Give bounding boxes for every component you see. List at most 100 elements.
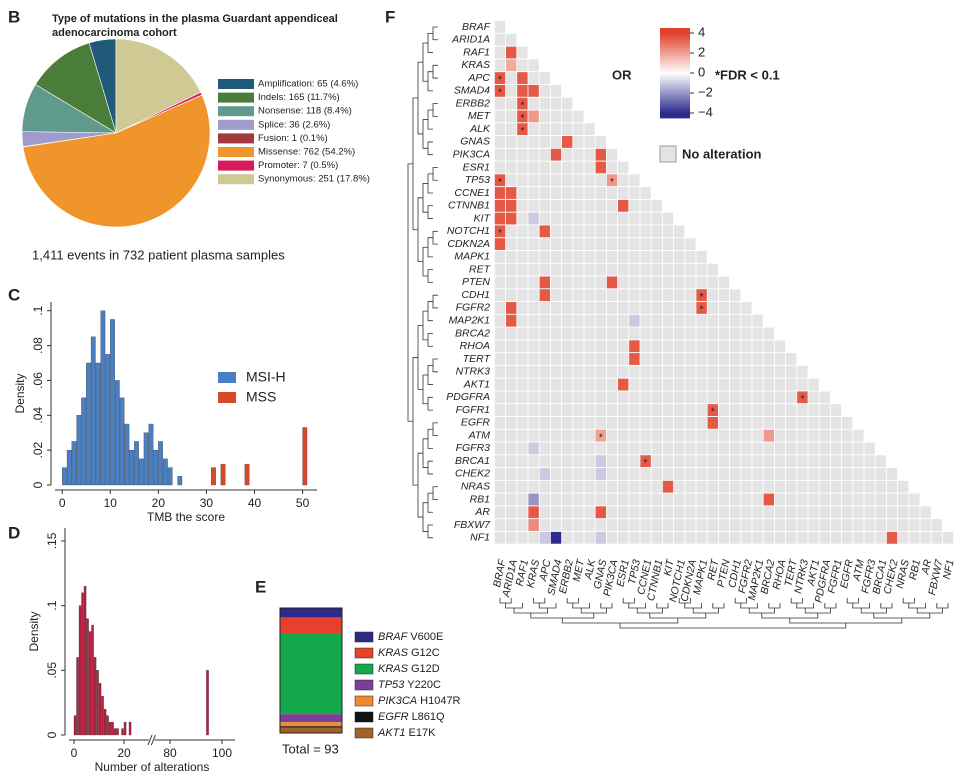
histogram-bar xyxy=(116,728,119,736)
empty-cell xyxy=(819,429,830,442)
column-label: EGFR xyxy=(838,558,856,589)
colorbar-label: OR xyxy=(612,67,632,82)
empty-cell xyxy=(886,468,898,480)
empty-cell xyxy=(808,391,819,404)
histogram-bar xyxy=(143,432,149,486)
empty-cell xyxy=(494,289,506,302)
empty-cell xyxy=(718,493,730,506)
empty-cell xyxy=(763,506,774,519)
empty-cell xyxy=(550,506,562,519)
y-tick-label: 0 xyxy=(45,731,59,738)
legend-swatch xyxy=(218,174,254,185)
histogram-bar xyxy=(124,423,130,486)
dendrogram xyxy=(580,608,607,614)
empty-cell xyxy=(931,531,942,544)
empty-cell xyxy=(674,416,685,429)
empty-cell xyxy=(595,314,606,327)
empty-cell xyxy=(864,455,875,468)
legend-variant: Y220C xyxy=(407,679,441,691)
empty-cell xyxy=(696,263,707,276)
empty-cell xyxy=(573,212,584,225)
empty-cell xyxy=(640,442,651,455)
empty-cell xyxy=(685,455,696,468)
x-tick-label: 0 xyxy=(71,746,78,760)
heatmap-cell xyxy=(517,110,528,123)
row-label: CDKN2A xyxy=(447,238,490,250)
empty-cell xyxy=(853,531,864,544)
empty-cell xyxy=(573,340,584,353)
empty-cell xyxy=(528,174,539,187)
heatmap-cell xyxy=(707,404,718,416)
empty-cell xyxy=(696,365,707,378)
empty-cell xyxy=(562,404,573,416)
empty-cell xyxy=(763,340,774,353)
empty-cell xyxy=(752,519,763,531)
empty-cell xyxy=(506,174,517,187)
empty-cell xyxy=(584,353,595,365)
empty-cell xyxy=(662,519,674,531)
empty-cell xyxy=(562,506,573,519)
histogram-bar xyxy=(105,354,111,486)
dendrogram xyxy=(422,438,428,468)
empty-cell xyxy=(550,416,562,429)
empty-cell xyxy=(539,493,550,506)
empty-cell xyxy=(752,327,763,340)
heatmap-cell xyxy=(539,531,550,544)
histogram-bar xyxy=(71,441,77,486)
empty-cell xyxy=(618,519,629,531)
empty-cell xyxy=(808,531,819,544)
empty-cell xyxy=(674,365,685,378)
empty-cell xyxy=(640,289,651,302)
histogram-bar xyxy=(78,605,82,736)
empty-cell xyxy=(730,365,741,378)
dendrogram xyxy=(427,365,433,385)
empty-cell xyxy=(640,314,651,327)
empty-cell xyxy=(584,238,595,250)
histogram-bar xyxy=(88,631,92,736)
empty-cell xyxy=(562,263,573,276)
empty-cell xyxy=(662,340,674,353)
empty-cell xyxy=(718,519,730,531)
dendrogram xyxy=(417,197,423,263)
empty-cell xyxy=(808,480,819,493)
empty-cell xyxy=(539,123,550,136)
empty-cell xyxy=(808,455,819,468)
dendrogram xyxy=(790,598,803,604)
legend-gene: TP53 xyxy=(378,679,405,691)
empty-cell xyxy=(506,33,517,46)
dendrogram xyxy=(427,173,433,194)
significance-marker: * xyxy=(498,177,502,188)
empty-cell xyxy=(718,455,730,468)
empty-cell xyxy=(528,353,539,365)
empty-cell xyxy=(539,340,550,353)
empty-cell xyxy=(629,327,640,340)
empty-cell xyxy=(707,340,718,353)
empty-cell xyxy=(774,455,786,468)
empty-cell xyxy=(808,404,819,416)
dendrogram xyxy=(417,325,423,390)
empty-cell xyxy=(730,480,741,493)
empty-cell xyxy=(651,468,662,480)
empty-cell xyxy=(864,468,875,480)
dendrogram xyxy=(796,603,814,609)
legend-swatch xyxy=(218,372,236,383)
empty-cell xyxy=(730,531,741,544)
row-label: GNAS xyxy=(460,136,490,148)
empty-cell xyxy=(674,314,685,327)
empty-cell xyxy=(752,378,763,391)
empty-cell xyxy=(741,442,752,455)
empty-cell xyxy=(674,531,685,544)
empty-cell xyxy=(786,365,797,378)
dendrogram xyxy=(422,119,428,149)
empty-cell xyxy=(830,455,842,468)
empty-cell xyxy=(718,365,730,378)
empty-cell xyxy=(651,302,662,314)
empty-cell xyxy=(517,378,528,391)
empty-cell xyxy=(539,455,550,468)
empty-cell xyxy=(942,531,954,544)
heatmap-cell xyxy=(539,225,550,238)
empty-cell xyxy=(674,480,685,493)
heatmap-cell xyxy=(506,199,517,212)
row-label: RHOA xyxy=(460,340,490,352)
dendrogram xyxy=(852,603,870,609)
